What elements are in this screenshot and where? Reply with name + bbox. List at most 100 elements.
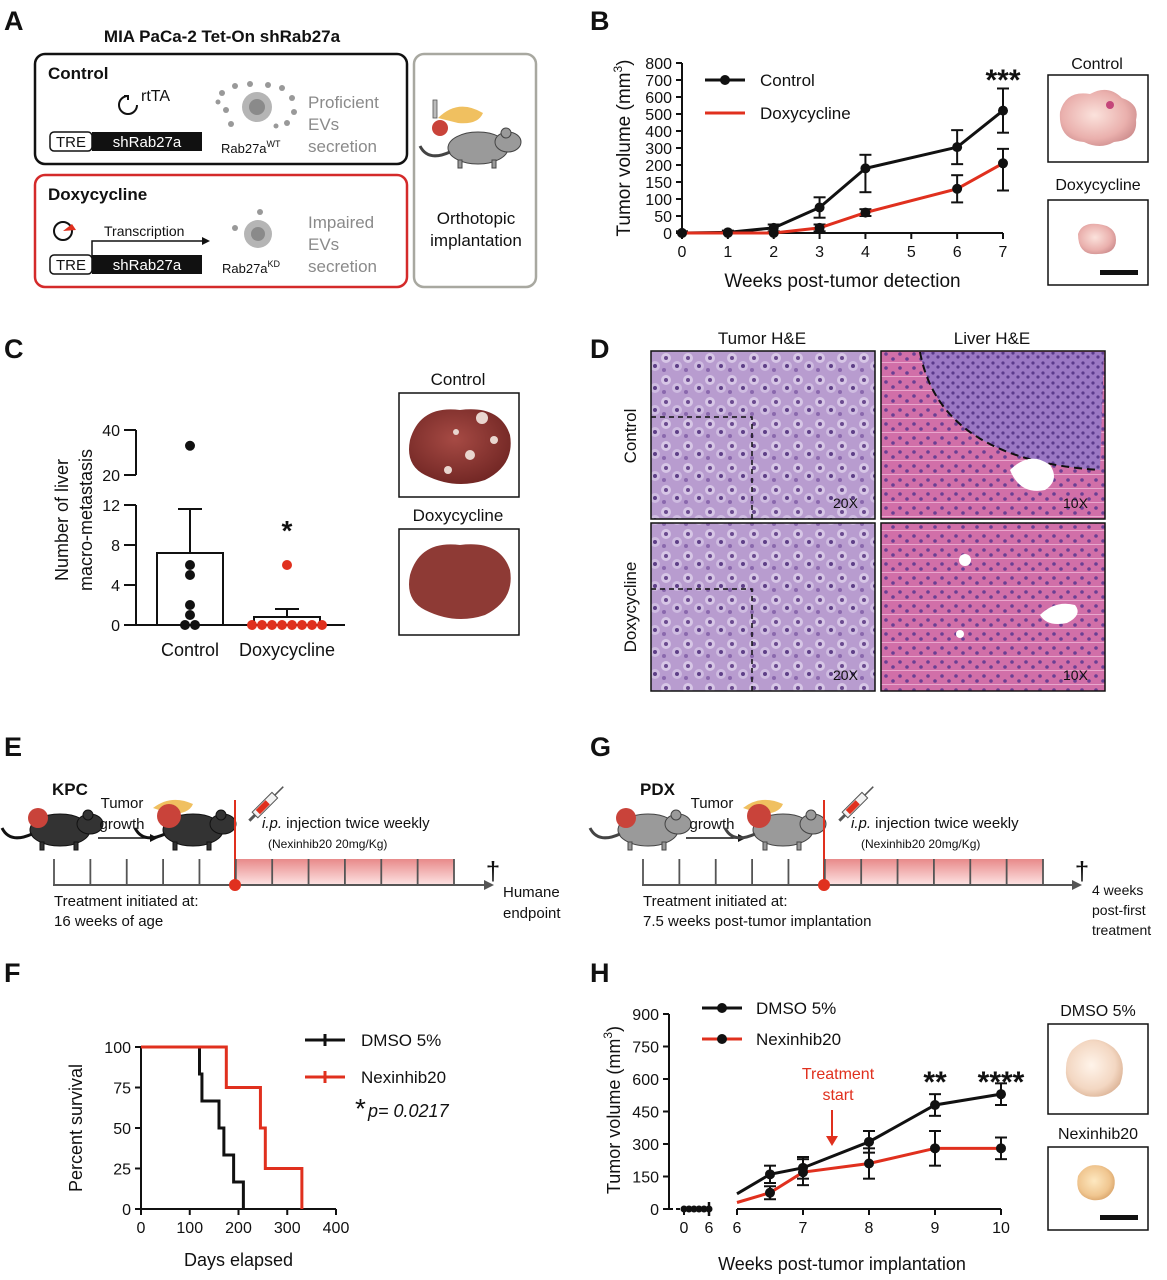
y-tick-label: 200: [645, 158, 672, 175]
mag-20x-dox: 20X: [833, 667, 859, 683]
shrab27a-element: [92, 132, 202, 151]
panel-g: G PDX Tumor growth i.p. injection twice …: [588, 732, 1151, 938]
series-line-0: [736, 1092, 1002, 1196]
timeline-arrowhead-e: [484, 880, 494, 890]
series-line-1: [736, 1146, 1001, 1204]
tumor-thumb-nex-label: Nexinhib20: [1058, 1126, 1138, 1143]
timeline-arrowhead-g: [1072, 880, 1082, 890]
y-tick-label: 300: [632, 1137, 659, 1154]
y-axis-label: Tumor volume (mm3): [601, 1026, 624, 1194]
data-point: [282, 560, 292, 570]
cell-secreting-evs-icon: [215, 81, 297, 129]
impaired-label: Impaired: [308, 213, 374, 232]
x-tick-label: 6: [705, 1220, 714, 1237]
data-point: [297, 620, 307, 630]
y-tick-label: 50: [113, 1121, 131, 1138]
end-label-2-g: post-first: [1092, 902, 1146, 918]
treatment-start-arrowhead: [826, 1136, 838, 1146]
dagger-icon-g: †: [1075, 856, 1089, 886]
data-point: [998, 158, 1008, 169]
y-tick-label: 0: [111, 618, 120, 635]
tumor-growth-label-1-g: Tumor: [691, 795, 734, 812]
y-tick-label: 300: [645, 141, 672, 158]
panel-a-title: MIA PaCa-2 Tet-On shRab27a: [104, 27, 341, 46]
data-point: [860, 163, 871, 174]
data-point: [765, 1187, 775, 1198]
x-tick-label: 0: [137, 1220, 146, 1237]
data-point: [277, 620, 287, 630]
endpoint-label: endpoint: [503, 905, 561, 922]
humane-label: Humane: [503, 884, 560, 901]
liver-image-control: [409, 409, 511, 484]
tumor-thumb-dox-label: Doxycycline: [1055, 177, 1140, 194]
significance-label: ***: [985, 64, 1020, 97]
control-box: [33, 52, 409, 166]
y-tick-label: 25: [113, 1162, 131, 1179]
evs-label: EVs: [308, 115, 339, 134]
chart-f: 0 25 50 75 100 0 100 200 300 400 Days elapsed Perce…: [66, 1031, 450, 1270]
legend-marker-dmso: [717, 1003, 727, 1013]
data-point: [722, 228, 733, 238]
x-category-label: Doxycycline: [239, 640, 335, 660]
data-point: [930, 1100, 940, 1110]
inset-outline-tumor-control: [651, 416, 753, 519]
secretion-label-dox: secretion: [308, 257, 377, 276]
y-tick-label: 400: [645, 124, 672, 141]
y-axis-label: Percent survival: [66, 1064, 86, 1192]
baseline-point: [700, 1205, 708, 1213]
data-point: [860, 207, 871, 218]
data-point: [185, 560, 195, 570]
treatment-initiated-label-e: Treatment initiated at:: [54, 893, 199, 910]
x-tick-label: 3: [815, 244, 824, 261]
x-tick-label: 100: [176, 1220, 203, 1237]
p-value-star: *: [355, 1093, 366, 1124]
x-axis-label: Weeks post-tumor detection: [724, 271, 960, 292]
rtta-label: rtTA: [141, 88, 170, 105]
x-tick-label: 0: [678, 244, 687, 261]
dagger-icon-e: †: [486, 856, 500, 886]
tre-label-dox: TRE: [56, 257, 86, 274]
y-tick-label: 750: [632, 1040, 659, 1057]
model-kpc: KPC: [52, 780, 88, 799]
mag-20x-control: 20X: [833, 495, 859, 511]
y-tick-label: 0: [663, 226, 672, 243]
data-point: [996, 1143, 1006, 1154]
scale-bar-h: [1100, 1215, 1138, 1220]
data-point: [998, 105, 1008, 116]
x-tick-label: 8: [865, 1220, 874, 1237]
data-point: [814, 222, 825, 233]
injection-label-g: i.p. injection twice weekly: [851, 815, 1019, 832]
panel-c: C 0 4 8 12 20 40 Number of liver macro-metastas…: [4, 334, 520, 660]
data-point: [247, 620, 257, 630]
tumor-image-doxycycline: [1078, 223, 1116, 255]
y-tick-label: 75: [113, 1081, 131, 1098]
y-tick-label: 4: [111, 578, 120, 595]
survival-curve-0: [141, 1045, 245, 1209]
mouse-with-syringe-icon: [418, 99, 523, 170]
vessel-lumen-dox-1: [1040, 603, 1078, 624]
timeline-ticks-e: [53, 859, 455, 885]
x-tick-label: 4: [861, 244, 870, 261]
baseline-point: [680, 1205, 688, 1213]
legend-label-control: Control: [760, 71, 815, 90]
inset-outline-tumor-dox: [651, 588, 753, 691]
end-label-3-g: treatment: [1092, 922, 1151, 938]
data-point: [814, 202, 825, 213]
y-tick-label: 12: [102, 498, 120, 515]
shrab27a-label: shRab27a: [113, 134, 182, 151]
series-line-1: [682, 161, 1004, 235]
series-line-0: [681, 109, 1004, 235]
data-point: [677, 228, 687, 238]
scale-bar-b: [1100, 270, 1138, 275]
panel-d: D Tumor H&E Liver H&E Control Doxycyclin…: [590, 329, 1106, 692]
treatment-start-label-2: start: [822, 1087, 854, 1104]
mag-10x-control: 10X: [1063, 495, 1089, 511]
rab27a-kd-label: Rab27aKD: [222, 259, 281, 276]
baseline-point: [705, 1205, 713, 1213]
x-tick-label: 7: [999, 244, 1008, 261]
mouse-icon-kpc-1: [0, 808, 105, 852]
histology-tumor-control: [650, 350, 876, 520]
y-tick-label: 150: [645, 175, 672, 192]
